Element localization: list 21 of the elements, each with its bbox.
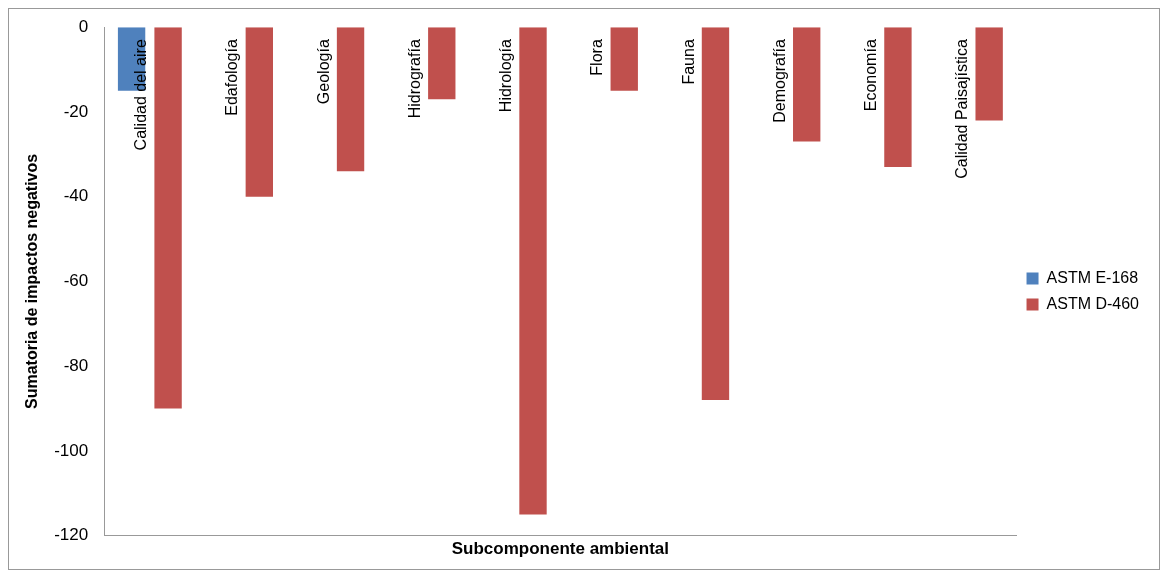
y-tick-label: -40 — [63, 186, 89, 206]
x-tick-label: Demografía — [770, 39, 788, 123]
y-tick-label: -60 — [63, 271, 89, 291]
x-tick-label: Calidad del aire — [132, 39, 150, 151]
x-tick-label: Hidrología — [497, 39, 515, 113]
legend-label: ASTM D-460 — [1046, 294, 1140, 312]
x-tick-label: Fauna — [679, 39, 697, 85]
y-tick-label: -120 — [54, 525, 89, 545]
x-tick-label: Hidrografía — [405, 39, 423, 119]
y-tick-label: -20 — [63, 101, 89, 121]
y-tick-label: 0 — [78, 16, 89, 36]
x-tick-label: Flora — [588, 39, 606, 76]
x-tick-label: Edafología — [223, 39, 241, 116]
y-axis-title: Sumatoria de impactos negativos — [23, 153, 41, 409]
x-tick-label: Calidad Paisajística — [953, 39, 971, 179]
x-tick-label: Economía — [862, 39, 880, 112]
x-axis-title: Subcomponente ambiental — [451, 539, 669, 559]
x-tick-label: Geología — [314, 39, 332, 105]
y-tick-label: -80 — [63, 355, 89, 375]
legend-label: ASTM E-168 — [1046, 268, 1139, 286]
y-tick-label: -100 — [54, 440, 89, 460]
